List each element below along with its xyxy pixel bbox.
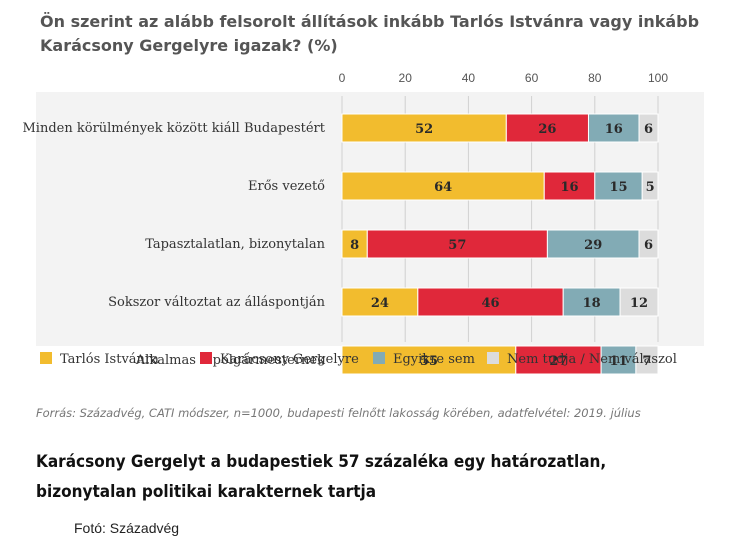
data-label: 7 bbox=[642, 354, 651, 369]
data-label: 55 bbox=[420, 354, 438, 369]
data-label: 6 bbox=[644, 122, 653, 137]
category-label: Sokszor változtat az álláspontján bbox=[108, 295, 326, 310]
stacked-bar-chart: 0 20 40 60 80 100 Minden körülmények között ki… bbox=[23, 71, 704, 375]
x-tick-label: 20 bbox=[399, 71, 413, 85]
category-label: Tapasztalatlan, bizonytalan bbox=[145, 237, 325, 252]
data-label: 52 bbox=[415, 122, 433, 137]
bar-segment bbox=[341, 345, 517, 375]
x-tick-label: 80 bbox=[588, 71, 602, 85]
legend-entry: Nem tudja / Nem válaszol bbox=[507, 352, 677, 367]
data-label: 11 bbox=[609, 354, 627, 369]
article-caption: Karácsony Gergelyt a budapestiek 57 száz… bbox=[36, 452, 607, 502]
data-label: 26 bbox=[538, 122, 556, 137]
data-label: 64 bbox=[434, 180, 452, 195]
data-label: 46 bbox=[481, 296, 499, 311]
category-label: Alkalmas főpolgármesternek bbox=[135, 353, 325, 368]
legend-swatch bbox=[40, 352, 52, 364]
data-label: 27 bbox=[549, 354, 567, 369]
bar-segment bbox=[638, 113, 659, 143]
x-tick-label: 0 bbox=[339, 71, 346, 85]
chart-title: Ön szerint az alább felsorolt állítások … bbox=[40, 12, 700, 55]
data-label: 16 bbox=[605, 122, 623, 137]
data-label: 57 bbox=[448, 238, 466, 253]
bar-segment bbox=[341, 171, 545, 201]
legend-swatch bbox=[487, 352, 499, 364]
bar-segment bbox=[366, 229, 548, 259]
legend-swatch bbox=[200, 352, 212, 364]
bar-segment bbox=[546, 229, 640, 259]
legend-entry: Tarlós Istvánra bbox=[60, 352, 159, 367]
data-label: 15 bbox=[609, 180, 627, 195]
data-label: 18 bbox=[583, 296, 601, 311]
bar-segment bbox=[638, 229, 659, 259]
data-label: 24 bbox=[371, 296, 389, 311]
bar-segment bbox=[600, 345, 637, 375]
data-label: 6 bbox=[644, 238, 653, 253]
data-label: 29 bbox=[584, 238, 602, 253]
legend-entry: Karácsony Gergelyre bbox=[220, 352, 359, 367]
bar-segment bbox=[641, 171, 659, 201]
x-tick-label: 40 bbox=[462, 71, 476, 85]
bar-segment bbox=[543, 171, 596, 201]
bar-segment bbox=[562, 287, 621, 317]
bar-segment bbox=[594, 171, 643, 201]
bar-segment bbox=[587, 113, 640, 143]
data-label: 12 bbox=[630, 296, 648, 311]
data-label: 16 bbox=[560, 180, 578, 195]
x-tick-label: 100 bbox=[648, 71, 668, 85]
category-label: Erős vezető bbox=[248, 179, 325, 194]
bar-segment bbox=[341, 229, 368, 259]
bar-segment bbox=[515, 345, 602, 375]
photo-credit: Fotó: Századvég bbox=[74, 520, 180, 536]
legend-entry: Egyikre sem bbox=[393, 352, 475, 367]
data-label: 8 bbox=[350, 238, 359, 253]
bar-segment bbox=[619, 287, 659, 317]
x-tick-label: 60 bbox=[525, 71, 539, 85]
source-note: Forrás: Századvég, CATI módszer, n=1000,… bbox=[36, 406, 641, 420]
bar-segment bbox=[505, 113, 589, 143]
bar-segment bbox=[341, 287, 419, 317]
data-label: 5 bbox=[646, 180, 655, 195]
bar-segment bbox=[635, 345, 659, 375]
category-label: Minden körülmények között kiáll Budapest… bbox=[23, 121, 326, 136]
legend-swatch bbox=[373, 352, 385, 364]
